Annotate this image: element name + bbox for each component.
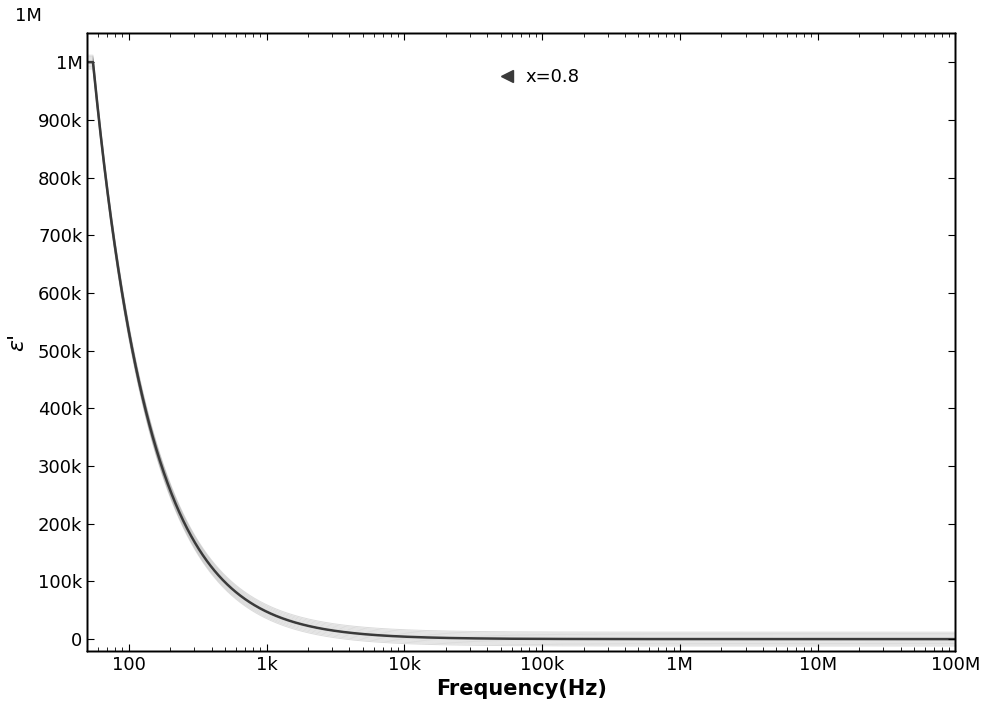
Legend: x=0.8: x=0.8	[490, 61, 586, 93]
Text: 1M: 1M	[15, 7, 41, 25]
X-axis label: Frequency(Hz): Frequency(Hz)	[436, 679, 606, 699]
Y-axis label: ε': ε'	[7, 333, 27, 351]
